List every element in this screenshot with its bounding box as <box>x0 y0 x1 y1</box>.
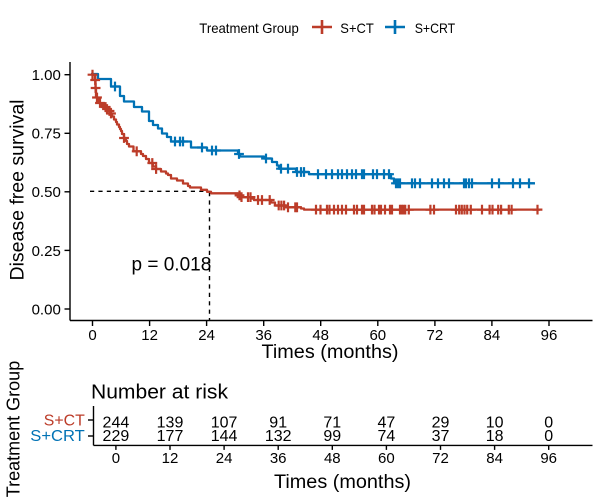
svg-text:Treatment Group: Treatment Group <box>199 20 299 36</box>
svg-text:48: 48 <box>312 327 329 344</box>
svg-text:0.25: 0.25 <box>32 243 61 260</box>
svg-text:107: 107 <box>211 415 238 432</box>
svg-text:0: 0 <box>544 415 553 432</box>
svg-text:Number at risk: Number at risk <box>91 382 229 404</box>
svg-text:99: 99 <box>323 428 341 445</box>
svg-text:24: 24 <box>198 327 215 344</box>
svg-text:S+CRT: S+CRT <box>415 20 456 36</box>
svg-text:0.75: 0.75 <box>32 126 61 143</box>
svg-text:37: 37 <box>432 428 450 445</box>
svg-text:48: 48 <box>324 450 341 467</box>
svg-text:96: 96 <box>541 327 558 344</box>
svg-text:60: 60 <box>369 327 386 344</box>
svg-text:S+CT: S+CT <box>44 413 85 430</box>
svg-text:12: 12 <box>162 450 179 467</box>
svg-text:24: 24 <box>216 450 233 467</box>
svg-text:S+CRT: S+CRT <box>30 428 85 445</box>
svg-text:139: 139 <box>157 415 184 432</box>
svg-text:0.00: 0.00 <box>32 301 61 318</box>
svg-text:36: 36 <box>255 327 272 344</box>
svg-text:10: 10 <box>486 415 504 432</box>
svg-text:Times (months): Times (months) <box>274 472 411 493</box>
svg-text:29: 29 <box>432 415 450 432</box>
svg-text:72: 72 <box>427 327 444 344</box>
svg-text:12: 12 <box>141 327 158 344</box>
svg-text:91: 91 <box>269 415 287 432</box>
svg-text:0: 0 <box>112 450 120 467</box>
svg-text:72: 72 <box>432 450 449 467</box>
svg-text:p = 0.018: p = 0.018 <box>132 255 212 276</box>
svg-text:Times (months): Times (months) <box>262 342 399 363</box>
svg-text:0.50: 0.50 <box>32 184 61 201</box>
svg-text:Disease free survival: Disease free survival <box>6 100 28 281</box>
svg-text:0: 0 <box>88 327 96 344</box>
svg-text:244: 244 <box>103 415 130 432</box>
svg-text:84: 84 <box>486 450 503 467</box>
svg-text:71: 71 <box>323 415 341 432</box>
svg-text:132: 132 <box>265 428 292 445</box>
svg-text:Treatment Group: Treatment Group <box>4 361 24 497</box>
svg-text:144: 144 <box>211 428 238 445</box>
svg-text:1.00: 1.00 <box>32 67 61 84</box>
svg-text:18: 18 <box>486 428 504 445</box>
svg-text:177: 177 <box>157 428 184 445</box>
svg-text:229: 229 <box>103 428 130 445</box>
svg-text:60: 60 <box>378 450 395 467</box>
svg-text:74: 74 <box>378 428 396 445</box>
svg-text:0: 0 <box>544 428 553 445</box>
svg-text:36: 36 <box>270 450 287 467</box>
svg-text:S+CT: S+CT <box>340 20 374 36</box>
svg-text:47: 47 <box>378 415 396 432</box>
svg-text:96: 96 <box>540 450 557 467</box>
svg-text:84: 84 <box>484 327 501 344</box>
